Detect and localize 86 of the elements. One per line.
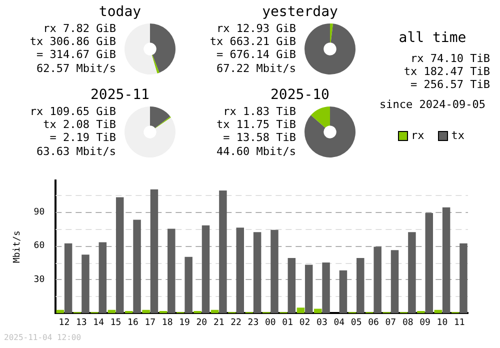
text: = 256.57 TiB xyxy=(410,78,490,91)
x-tick-label: 10 xyxy=(436,318,448,328)
x-tick-label: 22 xyxy=(230,318,242,328)
x-tick-label: 01 xyxy=(282,318,294,328)
text: tx 663.21 GiB xyxy=(208,35,296,48)
bar xyxy=(202,225,210,314)
bar xyxy=(442,207,450,314)
y-tick-label: 60 xyxy=(34,241,45,252)
bar xyxy=(304,264,313,314)
text: all time xyxy=(398,30,468,46)
y-tick-label: 90 xyxy=(34,207,45,218)
bar xyxy=(356,258,364,314)
chart-title: yesterday xyxy=(261,4,339,20)
bar xyxy=(408,232,416,314)
bar xyxy=(270,230,278,314)
bar xyxy=(296,308,305,314)
x-tick-label: 09 xyxy=(420,318,430,328)
x-tick-label: 21 xyxy=(213,318,224,328)
x-tick-label: 14 xyxy=(93,318,104,328)
x-tick-label: 18 xyxy=(162,318,173,328)
chart-title: 2025-10 xyxy=(270,87,330,103)
x-tick-label: 19 xyxy=(179,318,190,328)
bar xyxy=(460,243,468,314)
text: 62.57 Mbit/s xyxy=(36,62,116,75)
bar xyxy=(116,197,124,314)
bar xyxy=(425,213,434,314)
bar xyxy=(194,310,202,314)
x-tick-label: 16 xyxy=(128,318,138,328)
x-tick-label: 13 xyxy=(76,318,87,328)
chart-title: today xyxy=(98,4,142,20)
text: tx 306.86 GiB xyxy=(28,35,116,48)
chart-title: 2025-11 xyxy=(89,87,150,103)
bar xyxy=(168,228,176,314)
bar xyxy=(184,256,192,314)
text: rx 1.83 TiB xyxy=(222,105,296,118)
text: rx 12.93 GiB xyxy=(216,22,296,35)
text: 44.60 Mbit/s xyxy=(216,145,296,158)
text: = 2.19 TiB xyxy=(48,131,116,144)
x-tick-label: 04 xyxy=(334,318,345,328)
x-tick-label: 23 xyxy=(248,318,259,328)
bar xyxy=(219,190,227,314)
text: since 2024-09-05 xyxy=(378,98,486,111)
bar xyxy=(374,246,382,314)
bar xyxy=(98,242,107,314)
y-axis-title: Mbit/s xyxy=(12,230,23,264)
legend-label: tx xyxy=(451,129,464,142)
bar xyxy=(82,254,90,314)
x-tick-label: 17 xyxy=(144,318,156,328)
y-tick-label: 30 xyxy=(34,274,45,285)
x-tick-label: 03 xyxy=(316,318,328,328)
x-tick-label: 07 xyxy=(385,318,396,328)
bar xyxy=(390,250,399,314)
x-tick-label: 00 xyxy=(264,318,276,328)
text: rx 7.82 GiB xyxy=(42,22,116,35)
bar xyxy=(288,258,296,314)
bar xyxy=(133,220,141,314)
text: 63.63 Mbit/s xyxy=(36,145,116,158)
text: = 676.14 GiB xyxy=(216,48,296,61)
bar xyxy=(339,270,348,314)
text: = 13.58 TiB xyxy=(222,131,296,144)
x-tick-label: 08 xyxy=(402,318,414,328)
x-tick-label: 20 xyxy=(196,318,208,328)
text: tx 182.47 TiB xyxy=(402,65,490,78)
text: = 314.67 GiB xyxy=(36,48,116,61)
bar xyxy=(64,243,72,314)
bar xyxy=(417,310,425,314)
bar xyxy=(314,308,322,314)
bar xyxy=(125,310,133,314)
legend-label: rx xyxy=(411,129,424,142)
x-tick-label: 06 xyxy=(368,318,379,328)
text: rx 74.10 TiB xyxy=(410,52,490,65)
bar xyxy=(142,310,150,314)
x-tick-label: 11 xyxy=(454,318,465,328)
text: 2025-11-04 12:00 xyxy=(4,333,82,342)
bar xyxy=(236,228,244,314)
text: tx 11.75 TiB xyxy=(216,118,296,131)
x-tick-label: 15 xyxy=(110,318,122,328)
x-tick-label: 02 xyxy=(299,318,310,328)
text: 67.22 Mbit/s xyxy=(216,62,296,75)
bar xyxy=(253,232,262,314)
text: rx 109.65 GiB xyxy=(28,105,116,118)
x-tick-label: 05 xyxy=(350,318,362,328)
x-tick-label: 12 xyxy=(58,318,70,328)
bar xyxy=(322,262,330,314)
text: tx 2.08 TiB xyxy=(42,118,116,131)
bar xyxy=(150,189,158,314)
